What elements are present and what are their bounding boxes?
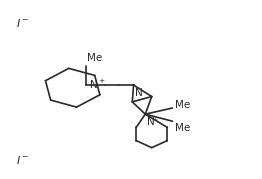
Text: N: N — [146, 117, 154, 127]
Text: Me: Me — [174, 123, 190, 133]
Text: $I^-$: $I^-$ — [16, 154, 29, 166]
Text: N: N — [135, 88, 143, 98]
Text: N$^+$: N$^+$ — [89, 78, 106, 91]
Text: Me: Me — [87, 53, 102, 63]
Text: $^+$: $^+$ — [151, 116, 159, 125]
Text: Me: Me — [174, 100, 190, 110]
Text: $I^-$: $I^-$ — [16, 16, 29, 28]
